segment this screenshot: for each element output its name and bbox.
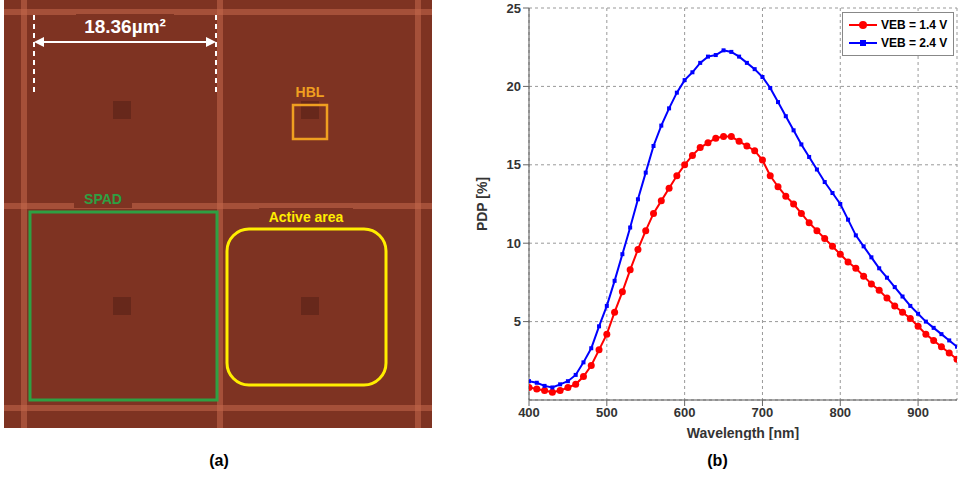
svg-text:Wavelength [nm]: Wavelength [nm] (687, 425, 799, 440)
svg-text:Active area: Active area (269, 209, 344, 225)
svg-text:800: 800 (829, 405, 851, 420)
svg-text:25: 25 (507, 1, 521, 16)
svg-text:700: 700 (752, 405, 774, 420)
svg-text:15: 15 (507, 157, 521, 172)
svg-text:500: 500 (596, 405, 618, 420)
svg-text:10: 10 (507, 236, 521, 251)
svg-text:20: 20 (507, 79, 521, 94)
svg-text:18.36µm²: 18.36µm² (84, 16, 166, 37)
svg-text:PDP [%]: PDP [%] (474, 177, 490, 231)
svg-text:400: 400 (518, 405, 540, 420)
html-text:(a): (a) (209, 452, 229, 469)
svg-text:SPAD: SPAD (84, 191, 122, 207)
svg-text:HBL: HBL (296, 84, 325, 100)
html-text:VEB = 2.4 V: VEB = 2.4 V (881, 36, 948, 50)
svg-text:900: 900 (907, 405, 929, 420)
html-text:(b): (b) (707, 452, 728, 469)
html-text:VEB = 1.4 V: VEB = 1.4 V (881, 18, 948, 32)
svg-text:600: 600 (674, 405, 696, 420)
svg-text:5: 5 (514, 314, 521, 329)
